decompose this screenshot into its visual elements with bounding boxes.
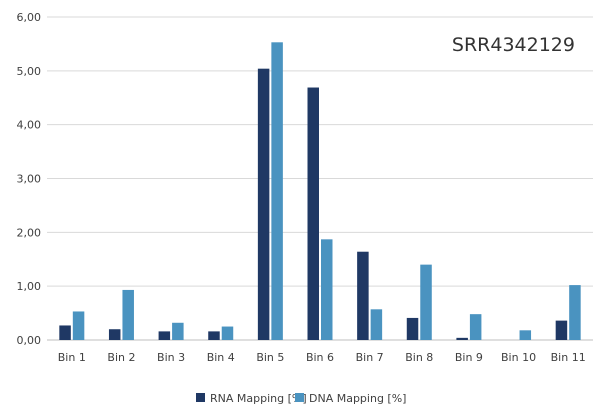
x-tick-label: Bin 1: [58, 351, 86, 364]
bar-rna-4: [208, 331, 220, 340]
bar-rna-8: [406, 317, 419, 340]
x-tick-label: Bin 2: [107, 351, 135, 364]
bar-rna-11: [555, 320, 568, 340]
bar-rna-1: [59, 325, 71, 340]
y-tick-label: 3,00: [17, 173, 42, 186]
y-tick-label: 0,00: [17, 334, 42, 347]
x-tick-label: Bin 5: [256, 351, 284, 364]
bar-dna-3: [172, 322, 184, 340]
bar-rna-2: [108, 329, 121, 340]
bar-dna-8: [420, 264, 432, 340]
legend-swatch-rna: [196, 393, 205, 402]
bar-dna-5: [271, 42, 283, 340]
bar-dna-10: [519, 330, 532, 340]
bar-dna-11: [569, 285, 581, 340]
x-tick-label: Bin 4: [207, 351, 235, 364]
bar-dna-4: [221, 326, 234, 340]
x-tick-label: Bin 9: [455, 351, 483, 364]
bar-rna-7: [357, 251, 369, 340]
bar-dna-7: [370, 309, 383, 340]
bars: [59, 42, 581, 341]
y-tick-label: 4,00: [17, 119, 42, 132]
x-tick-label: Bin 10: [501, 351, 536, 364]
bar-rna-6: [307, 87, 319, 340]
bar-dna-2: [122, 289, 134, 340]
y-tick-label: 6,00: [17, 11, 42, 24]
legend-label-dna: DNA Mapping [%]: [309, 392, 406, 405]
x-tick-label: Bin 6: [306, 351, 334, 364]
x-tick-label: Bin 3: [157, 351, 185, 364]
gridlines: [47, 16, 593, 341]
bar-rna-3: [158, 331, 171, 340]
x-tick-label: Bin 11: [551, 351, 586, 364]
chart-title: SRR4342129: [452, 34, 575, 56]
x-tick-label: Bin 8: [405, 351, 433, 364]
bar-rna-9: [456, 337, 468, 340]
x-axis-tick-labels: Bin 1 Bin 2 Bin 3 Bin 4 Bin 5 Bin 6 Bin 7 Bin 8…: [58, 351, 586, 364]
legend-swatch-dna: [295, 393, 304, 402]
y-tick-label: 2,00: [17, 226, 42, 239]
bar-rna-5: [257, 68, 270, 341]
legend-label-rna: RNA Mapping [%]: [210, 392, 307, 405]
legend: RNA Mapping [%] DNA Mapping [%]: [196, 392, 406, 405]
bar-dna-9: [469, 314, 482, 340]
y-tick-label: 1,00: [17, 280, 42, 293]
x-tick-label: Bin 7: [356, 351, 384, 364]
bar-dna-1: [72, 311, 85, 340]
y-axis-tick-labels: 0,00 1,00 2,00 3,00 4,00 5,00 6,00: [17, 11, 42, 347]
y-tick-label: 5,00: [17, 65, 42, 78]
bar-dna-6: [321, 239, 333, 340]
